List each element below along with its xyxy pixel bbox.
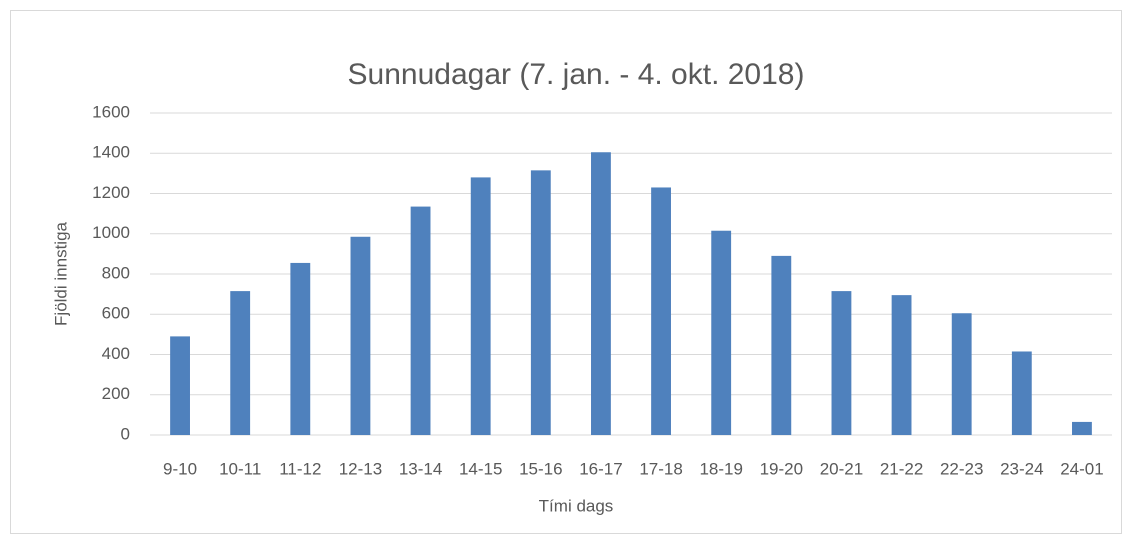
bar	[831, 291, 852, 435]
x-axis-label: Tími dags	[539, 496, 614, 515]
x-tick-label: 14-15	[459, 459, 502, 478]
x-tick-label: 16-17	[579, 459, 622, 478]
y-axis-label: Fjöldi innstiga	[51, 221, 70, 325]
x-tick-label: 21-22	[880, 459, 923, 478]
x-tick-label: 9-10	[163, 459, 197, 478]
x-tick-label: 17-18	[639, 459, 682, 478]
bar	[1072, 421, 1092, 435]
bar	[651, 187, 671, 435]
bar	[170, 336, 190, 435]
bar	[891, 295, 912, 435]
bar	[591, 152, 611, 435]
x-tick-label: 13-14	[399, 459, 442, 478]
bar	[1011, 351, 1032, 435]
bar	[530, 170, 551, 435]
bar	[711, 230, 732, 435]
bar	[951, 313, 972, 435]
x-tick-label: 20-21	[820, 459, 863, 478]
bar	[771, 255, 792, 435]
y-tick-label: 800	[102, 263, 130, 282]
chart-title: Sunnudagar (7. jan. - 4. okt. 2018)	[348, 58, 805, 91]
y-tick-label: 1200	[92, 183, 130, 202]
bar	[350, 236, 371, 435]
y-tick-label: 1000	[92, 223, 130, 242]
x-tick-label: 24-01	[1060, 459, 1103, 478]
y-tick-label: 1400	[92, 143, 130, 162]
x-tick-label: 12-13	[339, 459, 382, 478]
x-tick-label: 11-12	[279, 459, 321, 478]
bar	[410, 206, 431, 435]
x-tick-label: 19-20	[760, 459, 803, 478]
y-tick-label: 200	[102, 384, 130, 403]
bar	[230, 291, 251, 435]
x-tick-label: 18-19	[699, 459, 742, 478]
y-tick-label: 600	[102, 304, 130, 323]
y-tick-label: 400	[102, 344, 130, 363]
chart-frame	[10, 10, 1122, 534]
y-tick-label: 1600	[92, 102, 130, 121]
x-tick-label: 23-24	[1000, 459, 1043, 478]
x-tick-label: 22-23	[940, 459, 983, 478]
bar	[470, 177, 491, 435]
y-tick-label: 0	[121, 424, 130, 443]
x-tick-label: 10-11	[219, 459, 261, 478]
x-tick-label: 15-16	[519, 459, 562, 478]
bar	[290, 262, 311, 435]
